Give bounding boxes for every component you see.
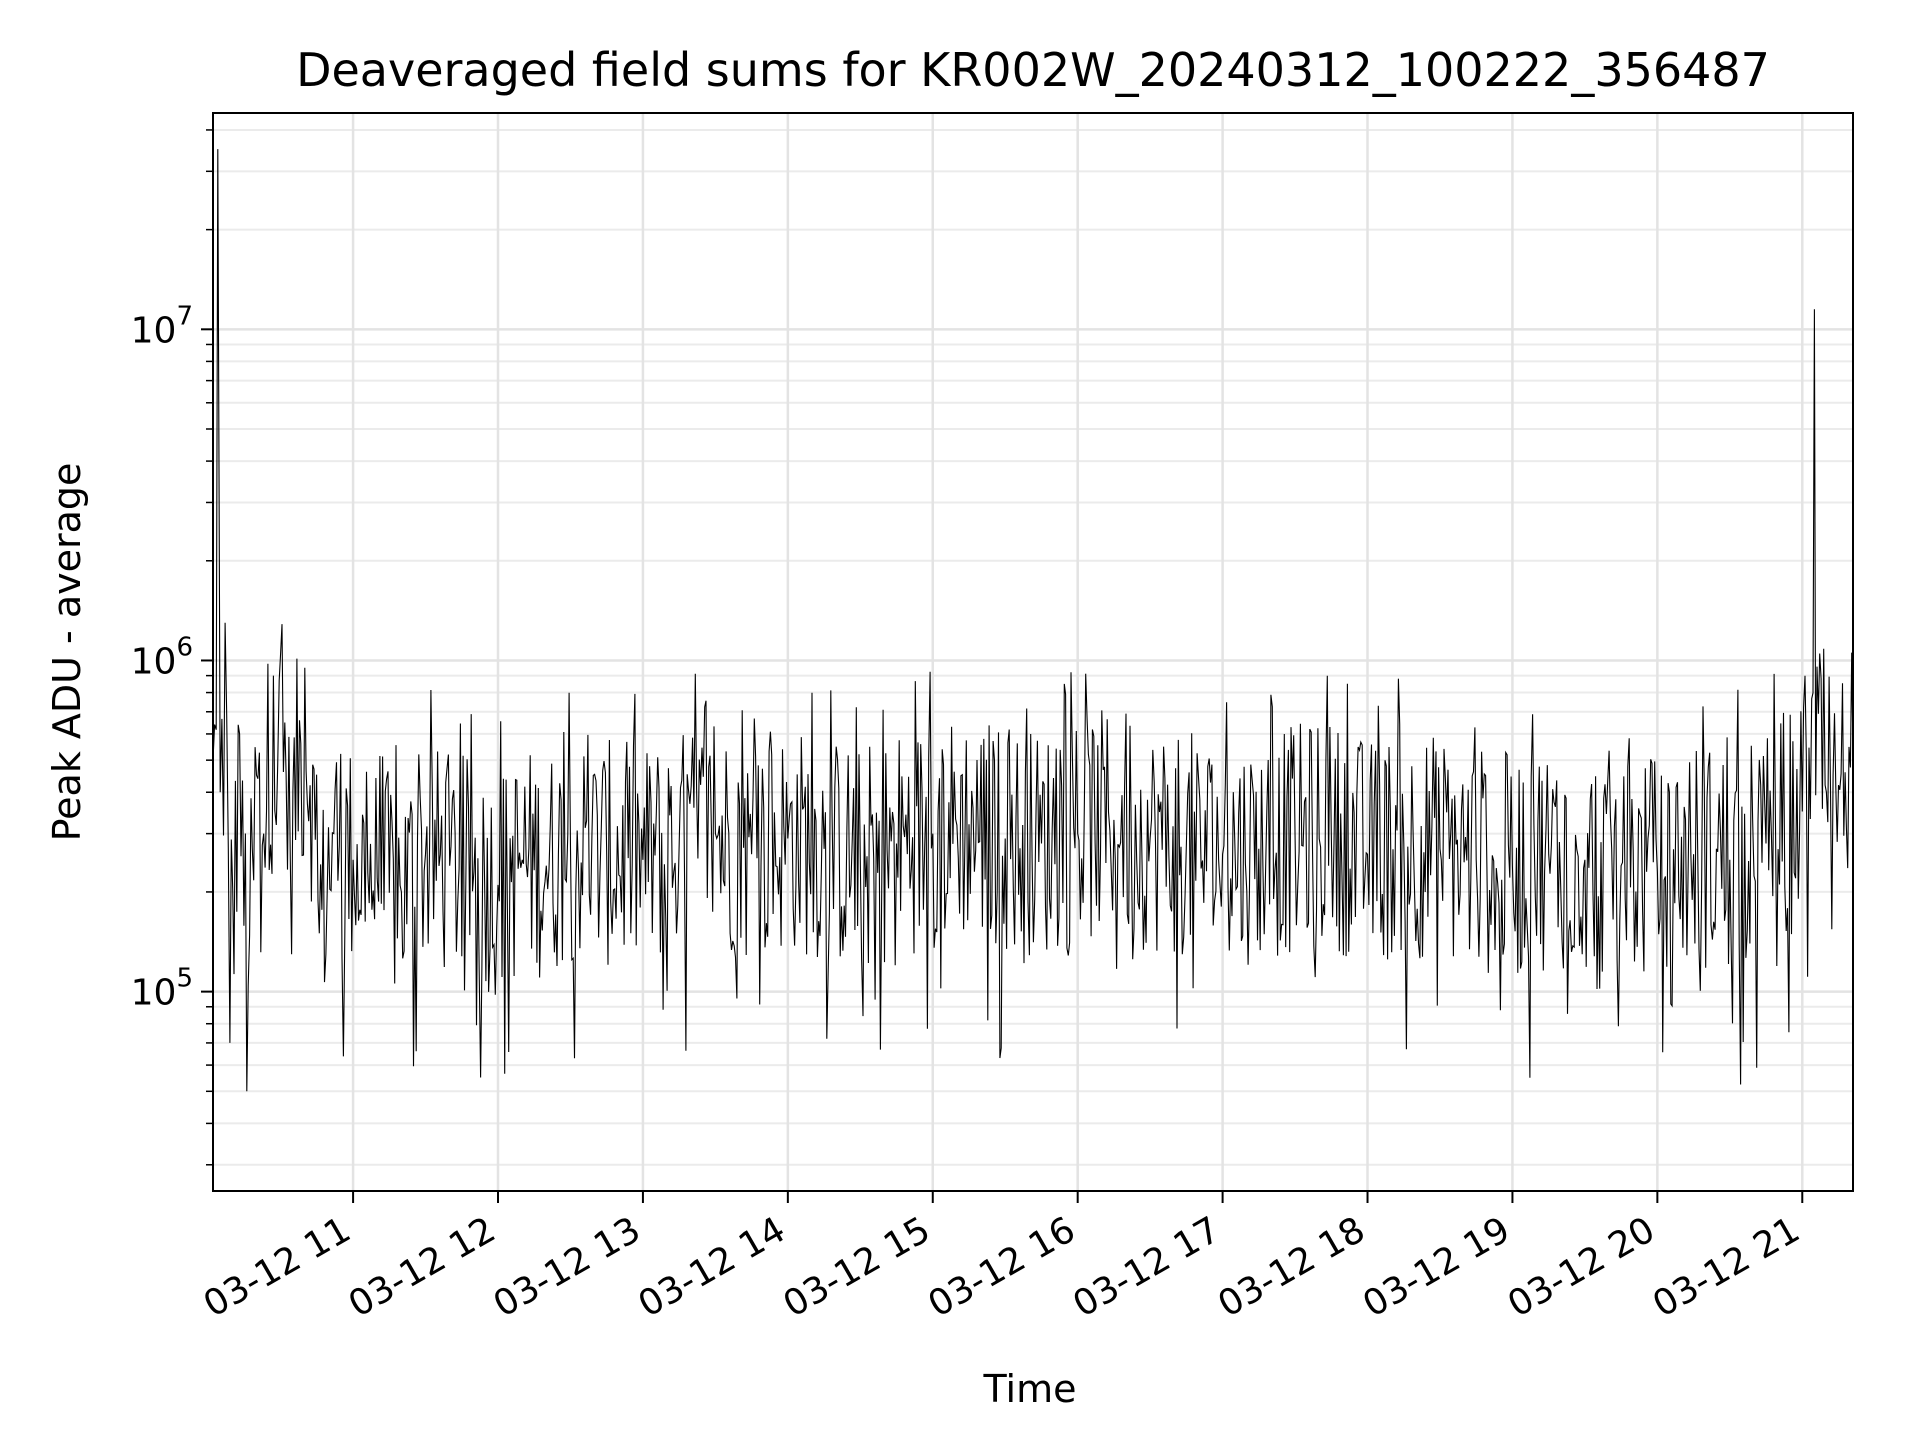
grid — [213, 113, 1853, 1191]
chart-title: Deaveraged field sums for KR002W_2024031… — [296, 43, 1770, 97]
y-axis-label: Peak ADU - average — [45, 463, 89, 842]
y-tick-label: 105 — [131, 964, 193, 1014]
x-axis-label: Time — [983, 1367, 1077, 1411]
data-series — [212, 149, 1854, 1092]
series-line — [212, 149, 1854, 1092]
y-tick-label: 107 — [131, 301, 193, 351]
plot-frame — [212, 112, 1854, 1192]
y-tick-label: 106 — [131, 632, 193, 682]
